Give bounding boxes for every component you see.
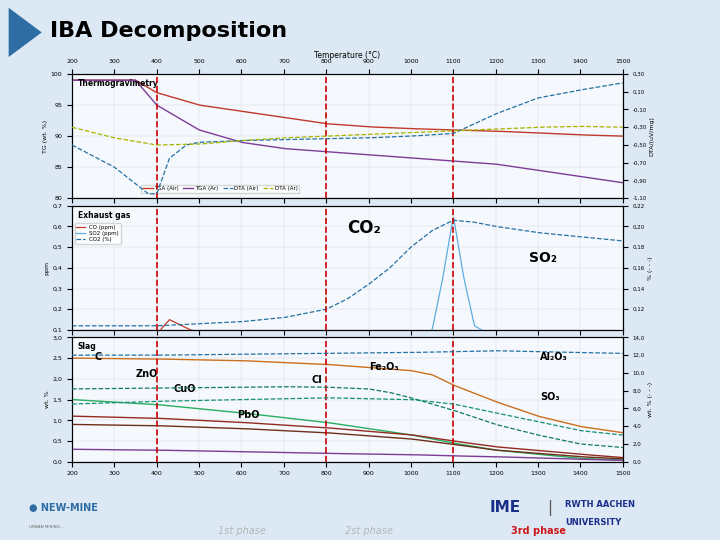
Text: URBAN MINING...: URBAN MINING... (29, 524, 63, 529)
Y-axis label: wt. %: wt. % (45, 391, 50, 408)
Text: 3rd phase: 3rd phase (510, 526, 566, 536)
Y-axis label: DTA/(uV/mg): DTA/(uV/mg) (649, 116, 654, 156)
Text: Exhaust gas: Exhaust gas (78, 211, 130, 220)
Text: CO₂: CO₂ (347, 219, 381, 237)
Text: Fe₂O₃: Fe₂O₃ (369, 362, 399, 372)
Text: ZnO: ZnO (135, 369, 158, 379)
Text: CuO: CuO (174, 384, 197, 394)
Text: Thermogravimetry: Thermogravimetry (78, 79, 158, 88)
Y-axis label: % (- - -): % (- - -) (647, 256, 652, 280)
Y-axis label: ppm: ppm (45, 261, 50, 275)
Text: UNIVERSITY: UNIVERSITY (565, 518, 621, 527)
Text: 2st phase: 2st phase (345, 526, 392, 536)
Polygon shape (9, 8, 42, 57)
Text: Al₂O₃: Al₂O₃ (540, 352, 568, 362)
Text: RWTH AACHEN: RWTH AACHEN (565, 501, 635, 509)
Text: 1st phase: 1st phase (217, 526, 266, 536)
Y-axis label: TG (wt. %): TG (wt. %) (43, 119, 48, 153)
Legend: CO (ppm), SO2 (ppm), CO2 (%): CO (ppm), SO2 (ppm), CO2 (%) (75, 224, 121, 244)
Text: SO₃: SO₃ (540, 392, 560, 402)
Text: ● NEW-MINE: ● NEW-MINE (29, 503, 98, 512)
Text: Cl: Cl (312, 375, 323, 386)
Legend: TGA (Air), TGA (Ar), DTA (Air), DTA (Ar): TGA (Air), TGA (Ar), DTA (Air), DTA (Ar) (141, 185, 300, 193)
Text: IME: IME (490, 500, 521, 515)
Text: SO₂: SO₂ (529, 251, 557, 265)
Text: IBA Decomposition: IBA Decomposition (50, 21, 287, 41)
X-axis label: Temperature (°C): Temperature (°C) (315, 51, 380, 60)
Text: PbO: PbO (237, 410, 260, 420)
Text: |: | (547, 500, 552, 516)
Y-axis label: wt. % (- - -): wt. % (- - -) (647, 382, 652, 417)
Text: Slag: Slag (78, 342, 96, 352)
Text: C: C (94, 352, 102, 362)
